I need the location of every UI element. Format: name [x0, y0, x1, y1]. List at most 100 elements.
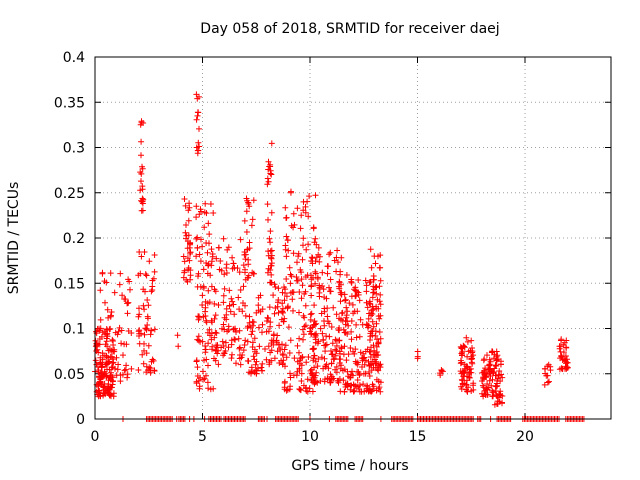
data-point: [182, 229, 189, 236]
data-point: [240, 300, 246, 306]
data-point: [375, 352, 382, 358]
data-point: [268, 209, 275, 216]
data-point: [480, 369, 487, 376]
data-point: [339, 317, 346, 324]
data-point: [459, 349, 466, 356]
data-point: [363, 282, 370, 289]
data-point: [463, 334, 470, 341]
data-point: [197, 258, 204, 265]
data-point: [200, 285, 207, 291]
data-point: [329, 351, 336, 358]
data-point: [353, 334, 360, 341]
y-tick-label: 0.25: [54, 186, 85, 202]
data-point: [355, 289, 362, 296]
data-point: [243, 208, 250, 215]
data-point: [438, 368, 445, 374]
data-point: [236, 355, 243, 362]
data-point: [302, 385, 309, 392]
data-point: [291, 355, 298, 362]
data-point: [136, 249, 143, 255]
data-point: [464, 377, 470, 384]
data-point: [195, 377, 202, 384]
data-point: [139, 200, 146, 207]
data-point: [223, 261, 230, 268]
data-point: [562, 363, 569, 370]
data-point: [97, 325, 104, 332]
data-point: [332, 346, 339, 353]
data-point: [206, 326, 213, 333]
data-point: [250, 197, 257, 204]
data-point: [485, 366, 492, 373]
data-point: [145, 342, 152, 349]
data-point: [313, 369, 320, 376]
data-point: [97, 287, 104, 294]
data-point: [458, 344, 465, 351]
y-tick-label: 0.05: [54, 367, 85, 383]
data-point: [290, 210, 297, 217]
plot-frame: [94, 56, 612, 420]
data-point: [211, 286, 218, 293]
data-point: [486, 377, 493, 384]
data-point: [343, 272, 350, 278]
data-point: [362, 277, 369, 284]
data-point: [151, 252, 158, 258]
data-point: [202, 313, 209, 319]
data-point: [337, 271, 344, 278]
data-point: [312, 192, 319, 199]
data-point: [341, 343, 348, 350]
data-point: [287, 370, 293, 377]
data-point: [469, 355, 475, 362]
data-point: [345, 322, 352, 329]
data-point: [245, 272, 252, 279]
data-point: [338, 291, 345, 298]
data-point: [355, 277, 362, 283]
data-point: [558, 365, 565, 372]
data-point: [326, 251, 333, 258]
data-point: [228, 355, 235, 362]
data-point: [371, 351, 378, 358]
data-point: [104, 306, 111, 313]
data-point: [208, 246, 215, 253]
data-point: [230, 326, 237, 333]
data-point: [290, 372, 297, 379]
data-point: [479, 378, 485, 384]
data-point: [308, 254, 315, 261]
data-point: [220, 321, 227, 328]
data-point: [375, 367, 382, 374]
data-point: [149, 287, 156, 293]
data-point: [225, 327, 232, 333]
data-point: [342, 296, 349, 303]
data-point: [295, 250, 302, 257]
data-point: [305, 241, 312, 248]
data-point: [205, 220, 212, 227]
data-point: [281, 346, 288, 353]
data-point: [480, 393, 487, 400]
data-point: [268, 254, 275, 261]
data-point: [120, 352, 126, 359]
data-point: [499, 400, 505, 407]
data-point: [376, 315, 383, 322]
data-point: [180, 253, 187, 260]
data-point: [281, 378, 288, 385]
data-point: [107, 313, 114, 320]
data-point: [193, 116, 200, 123]
data-point: [205, 362, 211, 369]
data-point: [301, 323, 308, 330]
data-point: [329, 340, 336, 347]
data-point: [228, 341, 235, 348]
data-point: [484, 352, 490, 359]
data-point: [308, 310, 315, 317]
data-point: [275, 297, 282, 303]
data-point: [252, 361, 259, 368]
data-point: [464, 338, 471, 345]
data-point: [206, 231, 213, 238]
data-point: [220, 352, 227, 359]
data-point: [124, 371, 131, 378]
data-point: [341, 366, 348, 373]
data-point: [282, 204, 289, 211]
data-point: [490, 369, 497, 375]
data-point: [108, 309, 115, 315]
data-point: [350, 310, 357, 317]
data-point: [343, 314, 350, 321]
data-point: [288, 188, 294, 195]
